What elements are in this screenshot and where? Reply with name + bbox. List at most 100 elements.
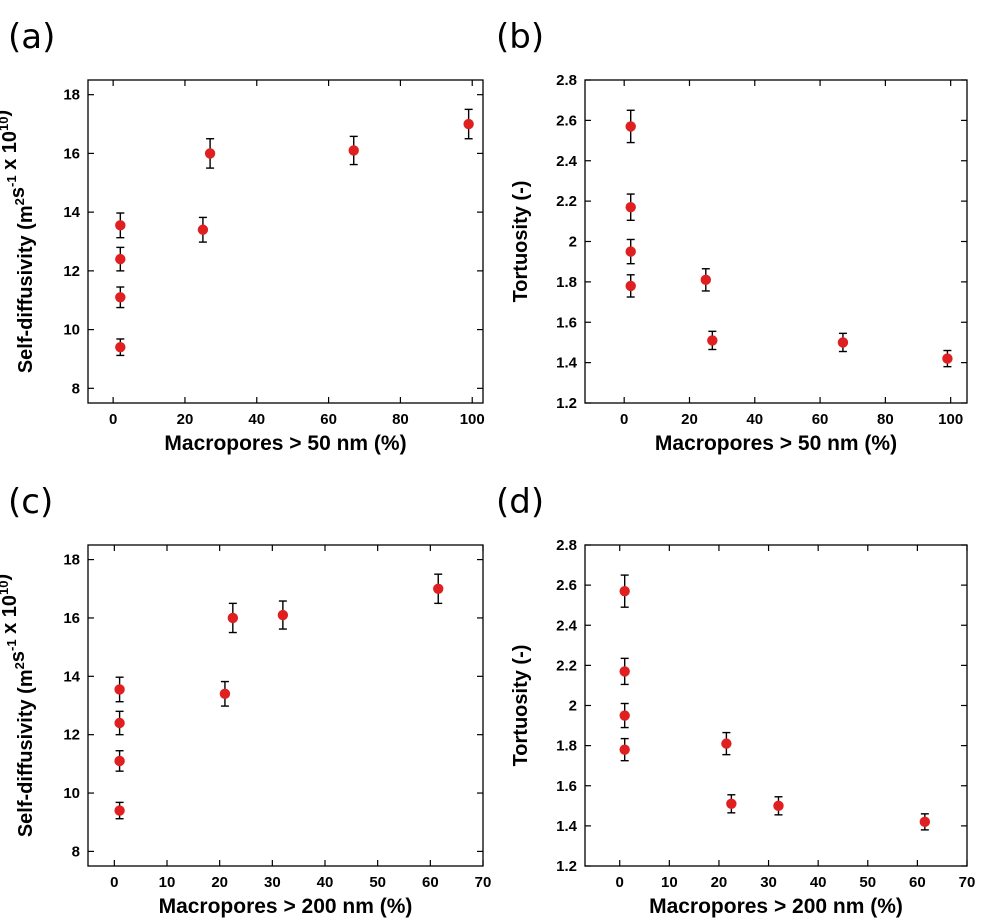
y-axis-title: Tortuosity (-)	[510, 645, 532, 767]
data-point	[204, 148, 216, 159]
data-point	[227, 612, 239, 624]
y-axis-title-part: s	[7, 651, 29, 662]
plot-frame-c	[87, 544, 484, 867]
y-axis-title: Tortuosity (-)	[510, 181, 532, 303]
x-axis-title: Macropores > 50 nm (%)	[655, 432, 897, 455]
x-tick-label: 0	[620, 411, 628, 428]
y-tick-label: 14	[63, 668, 80, 685]
y-axis-title-part: )	[0, 110, 13, 117]
data-point	[721, 738, 732, 749]
y-tick-label: 2.6	[556, 112, 577, 129]
y-tick-label: 16	[63, 610, 80, 627]
panel-label-b: (b)	[496, 17, 544, 57]
x-tick-label: 50	[859, 874, 876, 891]
y-tick-label: 2.8	[556, 537, 577, 554]
y-tick-label: 14	[63, 204, 80, 221]
y-tick-label: 18	[63, 87, 80, 104]
data-point	[115, 253, 126, 265]
x-tick-label: 30	[760, 874, 777, 891]
y-tick-label: 8	[72, 843, 80, 860]
x-tick-label: 0	[109, 411, 117, 428]
data-point	[619, 666, 630, 677]
data-point	[919, 816, 931, 828]
data-point	[625, 201, 636, 213]
x-tick-label: 0	[616, 874, 624, 891]
x-tick-label: 50	[369, 874, 386, 891]
y-tick-label: 1.8	[556, 274, 577, 291]
x-tick-label: 10	[661, 874, 678, 891]
y-tick-label: 8	[72, 380, 80, 397]
y-axis-title-part: Tortuosity (-)	[510, 181, 532, 303]
x-tick-label: 40	[746, 411, 763, 428]
y-axis-title-sup: 2	[12, 198, 27, 205]
y-tick-label: 2	[569, 234, 577, 251]
y-axis-title-part: Tortuosity (-)	[510, 645, 532, 767]
data-point	[433, 583, 444, 594]
y-tick-label: 12	[63, 263, 80, 280]
data-point	[114, 755, 125, 767]
y-tick-label: 1.6	[556, 314, 577, 331]
data-point	[114, 805, 125, 816]
x-tick-label: 80	[877, 411, 894, 428]
x-tick-label: 70	[475, 874, 492, 891]
data-point	[463, 118, 474, 130]
x-axis-title: Macropores > 200 nm (%)	[649, 895, 903, 918]
data-point	[700, 274, 712, 286]
y-axis-title-part: Self-diffusivity (m	[15, 669, 37, 837]
y-tick-label: 2	[569, 698, 577, 715]
plot-frame-a	[87, 79, 484, 404]
y-tick-label: 12	[63, 727, 80, 744]
data-point	[619, 585, 630, 597]
y-axis-title-sup: 10	[0, 117, 11, 131]
y-axis-title-sup: 2	[12, 662, 27, 669]
y-tick-label: 10	[63, 322, 80, 339]
x-tick-label: 20	[177, 411, 194, 428]
y-axis-title-sup: -1	[4, 175, 19, 187]
data-point	[115, 342, 126, 353]
y-tick-label: 1.4	[556, 355, 578, 372]
x-axis-title: Macropores > 50 nm (%)	[164, 432, 406, 455]
plot-frame-d	[584, 544, 968, 867]
y-axis-title: Self-diffusivity (m2s-1 x 1010)	[0, 574, 37, 837]
data-point	[197, 224, 209, 235]
x-tick-label: 100	[938, 411, 963, 428]
x-tick-label: 0	[110, 874, 118, 891]
data-point	[115, 220, 126, 231]
y-axis-title-sup: 10	[0, 581, 11, 595]
x-tick-label: 60	[422, 874, 439, 891]
y-axis-title-part: )	[0, 574, 13, 581]
data-point	[114, 717, 125, 729]
panel-d: (d) 0 10 20 30 40 50 60 70 1.2 1.4 1.6 1.8 2 2.2 2.4 2.6…	[496, 482, 975, 918]
x-tick-label: 70	[959, 874, 976, 891]
x-tick-label: 80	[392, 411, 409, 428]
y-tick-label: 2.8	[556, 72, 577, 89]
x-tick-label: 60	[909, 874, 926, 891]
y-tick-label: 2.2	[556, 193, 577, 210]
x-tick-label: 60	[320, 411, 337, 428]
y-tick-label: 16	[63, 145, 80, 162]
data-point	[348, 145, 359, 156]
x-tick-label: 10	[159, 874, 176, 891]
y-axis-title-part: s	[7, 187, 29, 198]
x-axis-title: Macropores > 200 nm (%)	[159, 895, 413, 918]
y-tick-label: 2.6	[556, 577, 577, 594]
panel-b: (b) 0 20 40 60 80 100 1.2 1.4 1.6 1.8 2 2.2 2.4 2.6 2.8…	[496, 17, 968, 455]
y-tick-label: 2.4	[556, 153, 578, 170]
data-point	[619, 744, 630, 755]
x-tick-label: 40	[810, 874, 827, 891]
data-point	[277, 609, 289, 621]
x-tick-label: 20	[711, 874, 728, 891]
data-point	[619, 710, 630, 721]
data-point	[625, 280, 636, 292]
y-tick-label: 1.2	[556, 858, 577, 875]
data-point	[837, 337, 849, 348]
y-tick-label: 18	[63, 552, 80, 569]
data-point	[219, 688, 231, 700]
data-point	[707, 335, 718, 346]
x-tick-label: 100	[460, 411, 485, 428]
y-axis-title-part: x 10	[0, 595, 21, 639]
panel-label-d: (d)	[496, 482, 544, 522]
y-axis-title-part: x 10	[0, 131, 21, 175]
y-tick-label: 2.2	[556, 657, 577, 674]
data-point	[114, 684, 125, 695]
